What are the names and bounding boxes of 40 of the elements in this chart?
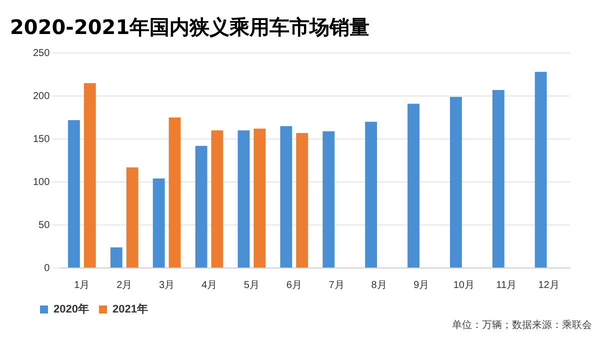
x-tick-label: 11月 (496, 280, 517, 291)
bar (365, 122, 378, 268)
y-tick-label: 200 (32, 90, 50, 102)
x-tick-label: 6月 (286, 280, 302, 291)
x-tick-label: 9月 (414, 280, 430, 291)
legend-label: 2021年 (112, 302, 148, 316)
x-tick-label: 5月 (244, 280, 260, 291)
bar (126, 167, 138, 268)
bar (84, 83, 96, 268)
chart-title: 2020-2021年国内狭义乘用车市场销量 (10, 14, 370, 41)
bar (168, 118, 181, 268)
x-tick-label: 3月 (159, 280, 175, 291)
y-tick-label: 250 (32, 48, 50, 59)
text: 单位：万辆；数据来源：乘联会 (452, 318, 592, 332)
bar (211, 130, 224, 268)
x-tick-label: 2月 (116, 280, 132, 291)
legend-label: 2020年 (54, 302, 89, 316)
bar (195, 146, 208, 268)
x-tick-label: 4月 (201, 280, 218, 291)
y-tick-label: 50 (38, 220, 50, 231)
bar (534, 72, 547, 268)
bar (238, 130, 250, 268)
x-tick-label: 1月 (74, 280, 90, 291)
y-tick-label: 100 (32, 176, 50, 188)
bar (492, 90, 504, 268)
bar (450, 96, 462, 268)
y-tick-label: 150 (32, 134, 50, 145)
bar (280, 126, 292, 268)
bar (254, 128, 266, 268)
x-tick-label: 12月 (538, 280, 560, 291)
bar (408, 104, 420, 268)
x-tick-label: 10月 (453, 280, 474, 291)
x-tick-label: 7月 (328, 280, 344, 291)
bar (296, 132, 308, 268)
bar (110, 247, 122, 268)
bar (322, 131, 335, 268)
bar (68, 120, 80, 268)
y-tick-label: 0 (44, 262, 50, 274)
x-tick-label: 8月 (371, 280, 387, 291)
bar (152, 178, 165, 268)
